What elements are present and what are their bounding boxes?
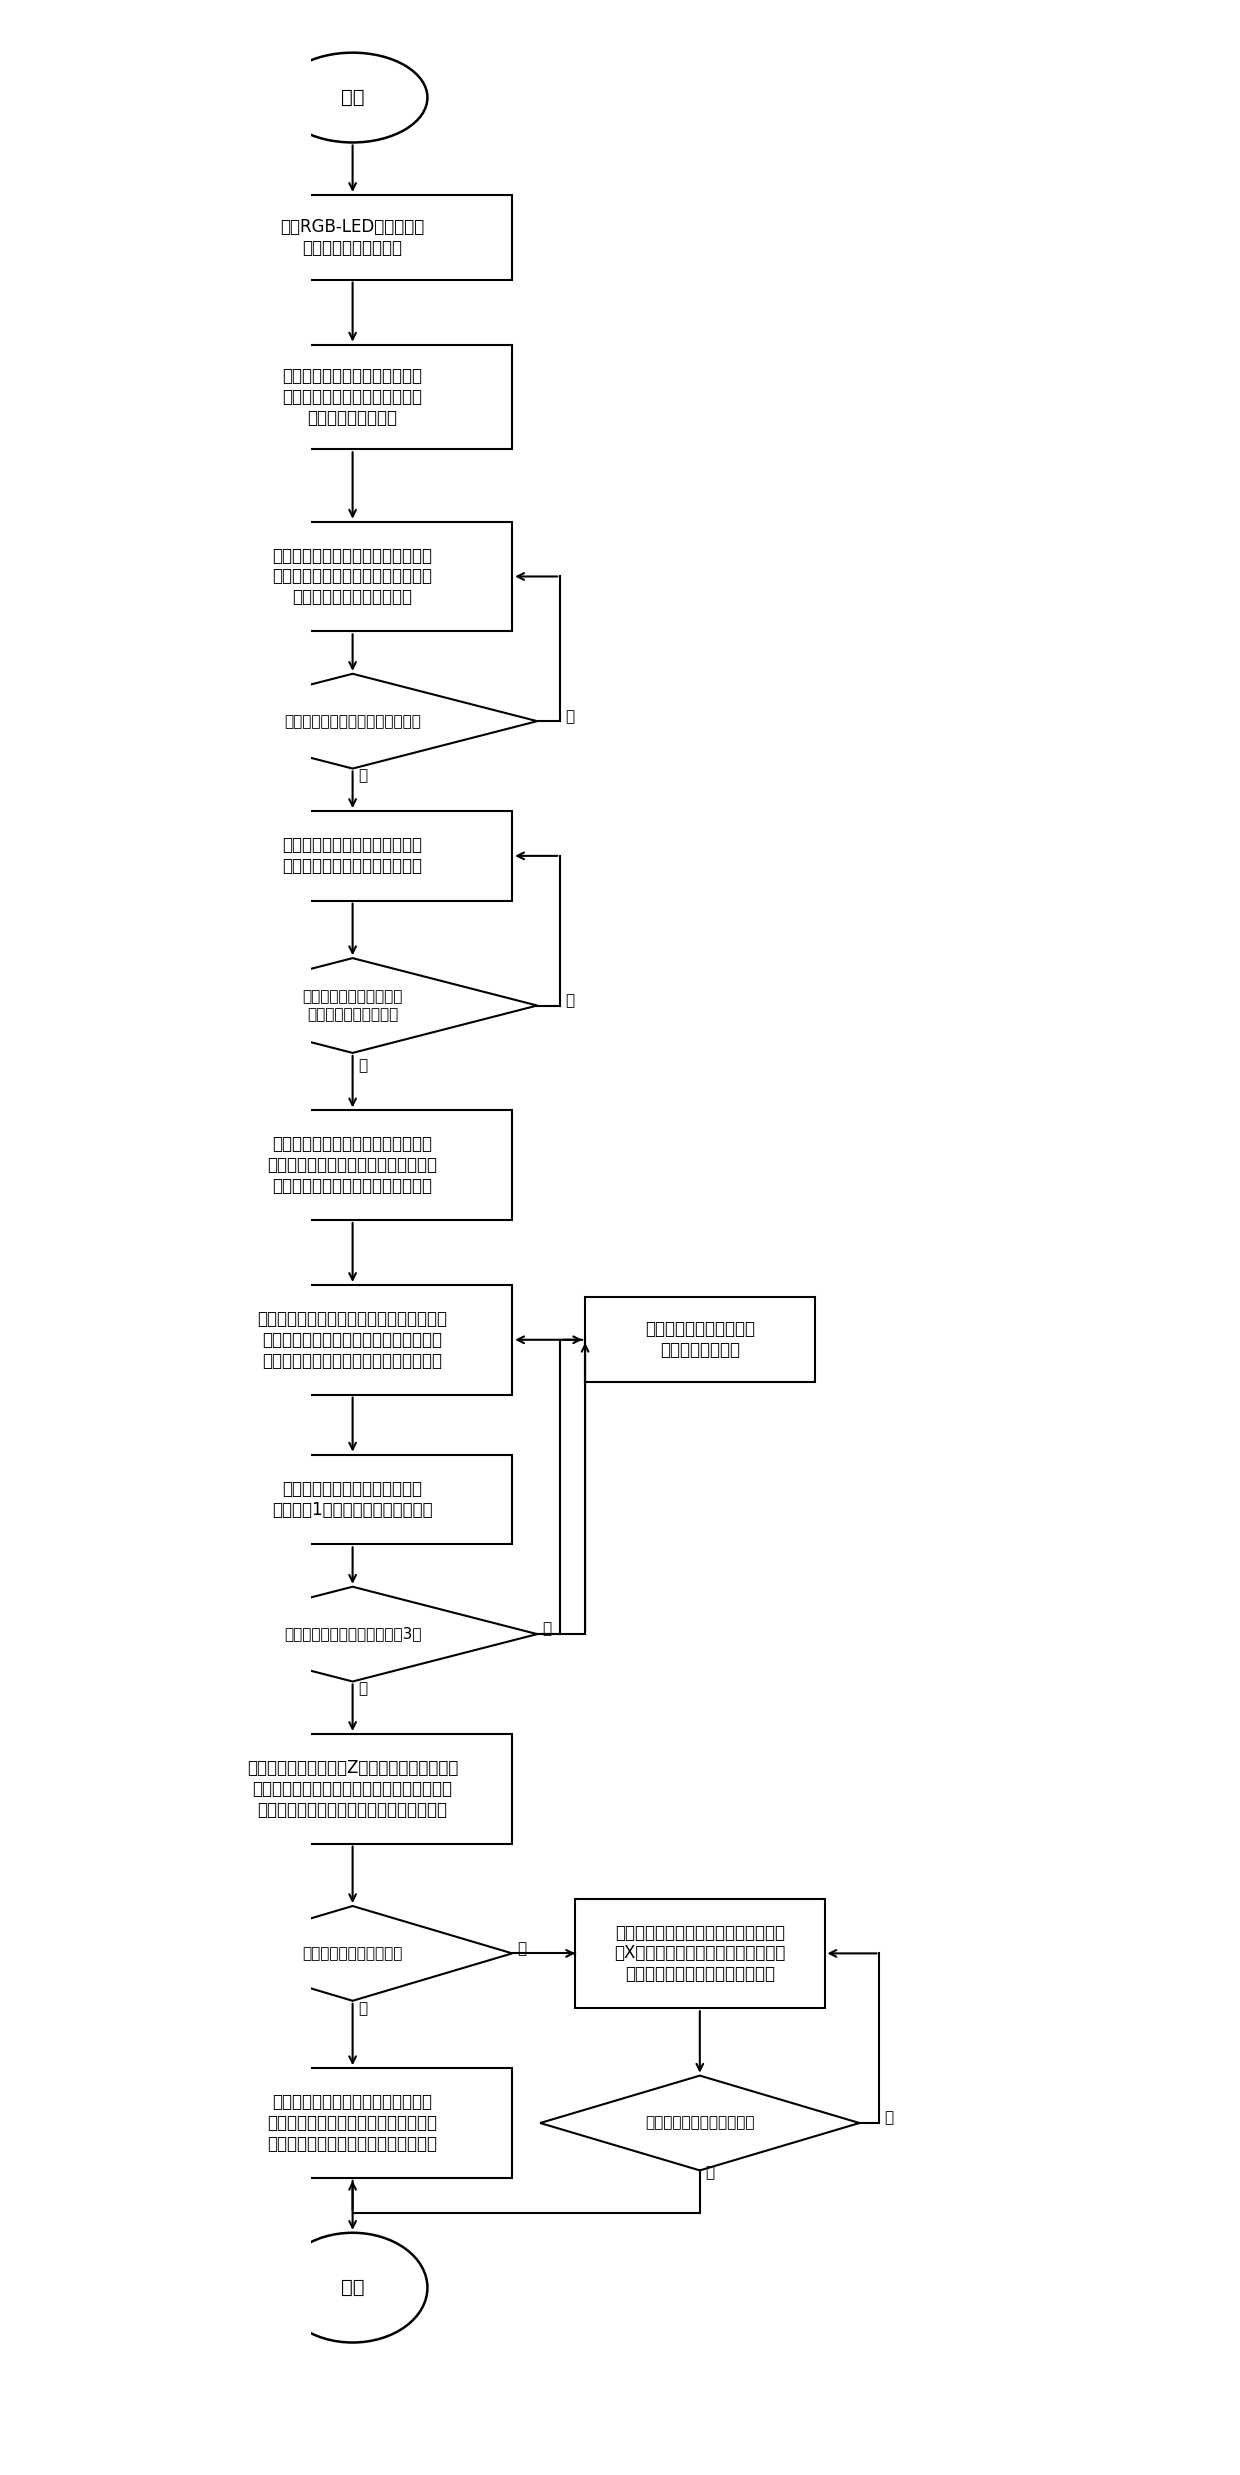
Text: 电磁阀驱动主挡块上升，入口挡块上
升，上推装置将芯片阵列上推至固定导
轨顶部，边夹装置将芯片阵列固定住: 电磁阀驱动主挡块上升，入口挡块上 升，上推装置将芯片阵列上推至固定导 轨顶部，边… (268, 1136, 438, 1195)
Text: 当前涂覆次数变量値是否等于3？: 当前涂覆次数变量値是否等于3？ (284, 1626, 422, 1641)
Text: 下位机控制器控制涂覆运动模块的电机将嚙
头装移动至芯片阵列的起始涂覆位置，根
据用户设定的涂覆路径参数进行涂覆操作: 下位机控制器控制涂覆运动模块的电机将嚙 头装移动至芯片阵列的起始涂覆位置，根 据… (258, 1309, 448, 1369)
Text: 位移传感器检测芯片阵列
是否到达涂覆工作位置: 位移传感器检测芯片阵列 是否到达涂覆工作位置 (303, 990, 403, 1022)
Text: 涂覆运动模块上移至其Z轴原点。下位机通过串
口通信向上位机发送涂覆完成信号，上位机判
断是否结束单片涂覆操作或是进入测厉环节: 涂覆运动模块上移至其Z轴原点。下位机通过串 口通信向上位机发送涂覆完成信号，上位… (247, 1760, 459, 1819)
Polygon shape (167, 958, 537, 1052)
Text: 是否达到预期涂覆厉度値？: 是否达到预期涂覆厉度値？ (645, 2116, 755, 2131)
Text: 否: 否 (517, 1940, 526, 1955)
Ellipse shape (278, 52, 428, 144)
Text: 否: 否 (565, 992, 574, 1007)
Polygon shape (167, 1586, 537, 1681)
Text: 结束: 结束 (341, 2277, 365, 2297)
Polygon shape (167, 673, 537, 770)
FancyBboxPatch shape (575, 1898, 825, 2007)
Text: 是: 是 (358, 2000, 368, 2015)
Text: 否: 否 (542, 1621, 552, 1636)
Text: 开始: 开始 (341, 89, 365, 106)
FancyBboxPatch shape (193, 1455, 512, 1544)
Text: 上位机下发检测指令，激光检测设备沿
其X运动轴移动至检测位置，扫描获得
各涂覆点的厉度，并反馈至上位机: 上位机下发检测指令，激光检测设备沿 其X运动轴移动至检测位置，扫描获得 各涂覆点… (614, 1923, 785, 1982)
Text: 上位机根据实际偏差在线
整定涂覆控制参数: 上位机根据实际偏差在线 整定涂覆控制参数 (645, 1319, 755, 1359)
FancyBboxPatch shape (193, 1111, 512, 1220)
Text: 当单色涂覆路径完成后，涂覆次
数变量加1，圆形旋转平台旋转嚙嘴: 当单色涂覆路径完成后，涂覆次 数变量加1，圆形旋转平台旋转嚙嘴 (273, 1480, 433, 1520)
Polygon shape (541, 2077, 859, 2171)
FancyBboxPatch shape (193, 812, 512, 901)
Polygon shape (193, 1906, 512, 2000)
Text: 是: 是 (358, 1057, 368, 1072)
Text: 是否结束单片涂覆操作？: 是否结束单片涂覆操作？ (303, 1945, 403, 1960)
FancyBboxPatch shape (193, 522, 512, 631)
FancyBboxPatch shape (585, 1297, 815, 1381)
FancyBboxPatch shape (193, 2069, 512, 2178)
Text: 是: 是 (358, 1681, 368, 1695)
Text: 边夹装置松开，电磁阀驱动主挡块下
降，上推装置将芯片阵列下移至传送皮
带上，入口挡块下降，下一块阵列进入: 边夹装置松开，电磁阀驱动主挡块下 降，上推装置将芯片阵列下移至传送皮 带上，入口… (268, 2094, 438, 2153)
FancyBboxPatch shape (193, 344, 512, 450)
FancyBboxPatch shape (193, 196, 512, 280)
Text: 是: 是 (704, 2166, 714, 2180)
Text: 打开RGB-LED自动涂覆设
备电源，设备自动复位: 打开RGB-LED自动涂覆设 备电源，设备自动复位 (280, 218, 425, 257)
Text: 用户设定参数，包括设备调整参数和
涂覆运动参数等。可采用直接输入或
调用历史涂覆记录两种方式: 用户设定参数，包括设备调整参数和 涂覆运动参数等。可采用直接输入或 调用历史涂覆… (273, 547, 433, 606)
Text: 否: 否 (884, 2111, 894, 2126)
FancyBboxPatch shape (193, 1285, 512, 1393)
Text: 将混合好的红、绿、蓝荧光粉胶
倒入相应料筒中，打开搞拌电机
开关并设定搞拌时长: 将混合好的红、绿、蓝荧光粉胶 倒入相应料筒中，打开搞拌电机 开关并设定搞拌时长 (283, 366, 423, 426)
Text: 否: 否 (565, 708, 574, 723)
Text: 当前搞拌时长等于设定搞拌时长？: 当前搞拌时长等于设定搞拌时长？ (284, 713, 422, 728)
FancyBboxPatch shape (193, 1735, 512, 1844)
Text: 搞拌电机继续运转，电机驱动传
送皮带开始工作，传送芯片阵列: 搞拌电机继续运转，电机驱动传 送皮带开始工作，传送芯片阵列 (283, 837, 423, 876)
Text: 是: 是 (358, 770, 368, 785)
Ellipse shape (278, 2232, 428, 2341)
